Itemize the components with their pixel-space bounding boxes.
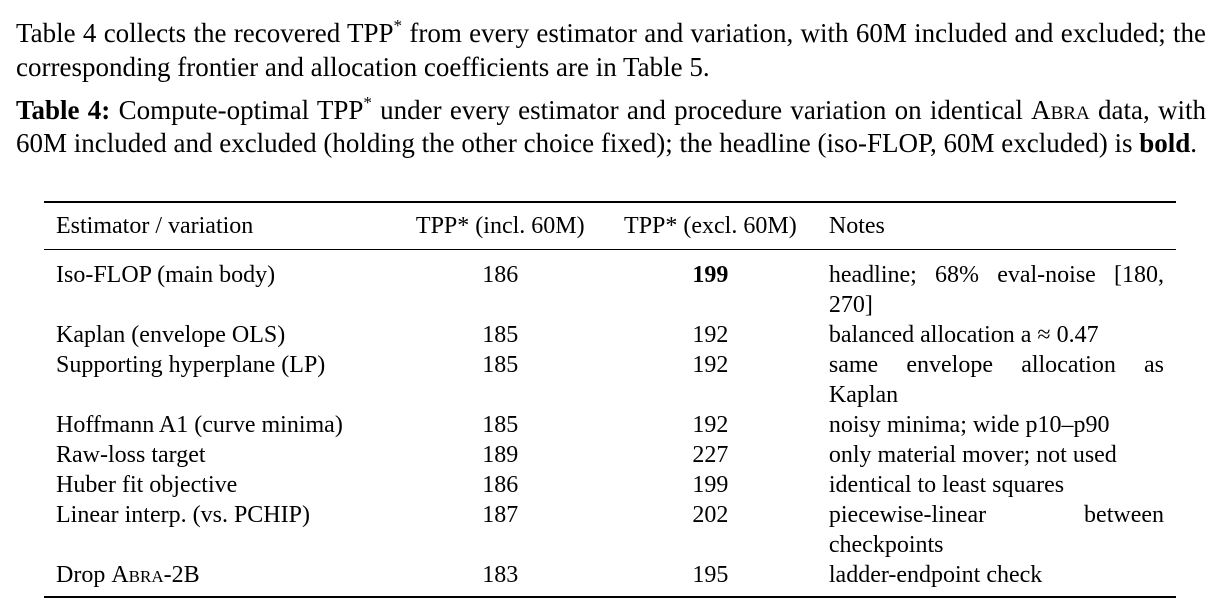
caption-text-4: .: [1190, 128, 1198, 158]
cell-tpp-excl: 192: [692, 352, 729, 378]
intro-text-1: Table 4 collects the recovered: [16, 18, 348, 48]
cell-estimator: Iso-FLOP (main body): [56, 262, 276, 288]
caption-text-1: Compute-optimal: [110, 95, 317, 125]
header-notes: Notes: [828, 212, 885, 239]
cell-tpp-excl: 227: [692, 442, 729, 468]
cell-estimator: Huber fit objective: [56, 472, 238, 498]
cell-notes: noisy minima; wide p10–p90: [828, 412, 1110, 438]
results-table-wrapper: Estimator / variation TPP* (incl. 60M) T…: [44, 201, 1176, 598]
cell-notes: piecewise-linear between checkpoints: [828, 502, 1164, 558]
cell-tpp-excl-headline: 199: [692, 262, 729, 288]
cell-estimator: Hoffmann A1 (curve minima): [56, 412, 343, 438]
table-row: Drop Abra-2B 183 195 ladder-endpoint che…: [44, 560, 1176, 597]
cell-tpp-incl: 185: [482, 412, 519, 438]
cell-tpp-excl: 192: [692, 322, 729, 348]
caption-tpp-sup: *: [363, 93, 372, 112]
cell-notes: headline; 68% eval-noise [180, 270]: [828, 262, 1164, 318]
cell-tpp-incl: 189: [482, 442, 519, 468]
cell-notes: same envelope allocation as Kaplan: [828, 352, 1164, 408]
table-header-row: Estimator / variation TPP* (incl. 60M) T…: [44, 202, 1176, 250]
cell-tpp-excl: 202: [692, 502, 729, 528]
table-row: Raw-loss target 189 227 only material mo…: [44, 440, 1176, 470]
table-row: Iso-FLOP (main body) 186 199 headline; 6…: [44, 250, 1176, 321]
header-tpp-incl: TPP* (incl. 60M): [415, 212, 585, 239]
cell-tpp-incl: 186: [482, 472, 519, 498]
intro-text-2: from every estimator and variation, with…: [16, 18, 1206, 82]
cell-tpp-incl: 183: [482, 562, 519, 588]
intro-tpp-sup: *: [393, 16, 403, 35]
intro-paragraph: Table 4 collects the recovered TPP* from…: [16, 16, 1206, 84]
header-tpp-excl: TPP* (excl. 60M): [624, 212, 797, 239]
caption-tpp: TPP: [316, 95, 364, 125]
cell-estimator: Linear interp. (vs. PCHIP): [56, 502, 310, 528]
header-estimator: Estimator / variation: [56, 212, 254, 239]
cell-tpp-excl: 192: [692, 412, 729, 438]
cell-notes: balanced allocation a ≈ 0.47: [828, 322, 1099, 348]
table-row: Hoffmann A1 (curve minima) 185 192 noisy…: [44, 410, 1176, 440]
caption-bold-word: bold: [1139, 128, 1191, 158]
caption-text-2: under every estimator and procedure vari…: [371, 95, 1032, 125]
cell-tpp-excl: 199: [692, 472, 729, 498]
cell-notes: ladder-endpoint check: [828, 562, 1043, 588]
estimator-suffix: -2B: [163, 562, 200, 588]
table-row: Supporting hyperplane (LP) 185 192 same …: [44, 350, 1176, 410]
cell-tpp-excl: 195: [692, 562, 729, 588]
results-table: Estimator / variation TPP* (incl. 60M) T…: [44, 201, 1176, 598]
caption-label: Table 4:: [16, 95, 111, 125]
caption-abra: Abra: [1031, 95, 1090, 125]
cell-estimator: Drop Abra-2B: [44, 560, 397, 597]
cell-estimator: Supporting hyperplane (LP): [56, 352, 326, 378]
caption-text-3: data, with 60M included and excluded (ho…: [16, 95, 1206, 158]
cell-tpp-incl: 185: [482, 352, 519, 378]
cell-notes: only material mover; not used: [828, 442, 1117, 468]
table-row: Huber fit objective 186 199 identical to…: [44, 470, 1176, 500]
cell-tpp-incl: 186: [482, 262, 519, 288]
table-row: Linear interp. (vs. PCHIP) 187 202 piece…: [44, 500, 1176, 560]
estimator-abra: Abra: [111, 562, 164, 588]
cell-tpp-incl: 187: [482, 502, 519, 528]
table-row: Kaplan (envelope OLS) 185 192 balanced a…: [44, 320, 1176, 350]
cell-tpp-incl: 185: [482, 322, 519, 348]
table-caption: Table 4: Compute-optimal TPP* under ever…: [16, 94, 1206, 160]
cell-notes: identical to least squares: [828, 472, 1065, 498]
cell-estimator: Kaplan (envelope OLS): [56, 322, 286, 348]
intro-tpp: TPP: [347, 18, 394, 48]
cell-estimator: Raw-loss target: [56, 442, 206, 468]
estimator-prefix: Drop: [56, 562, 112, 588]
